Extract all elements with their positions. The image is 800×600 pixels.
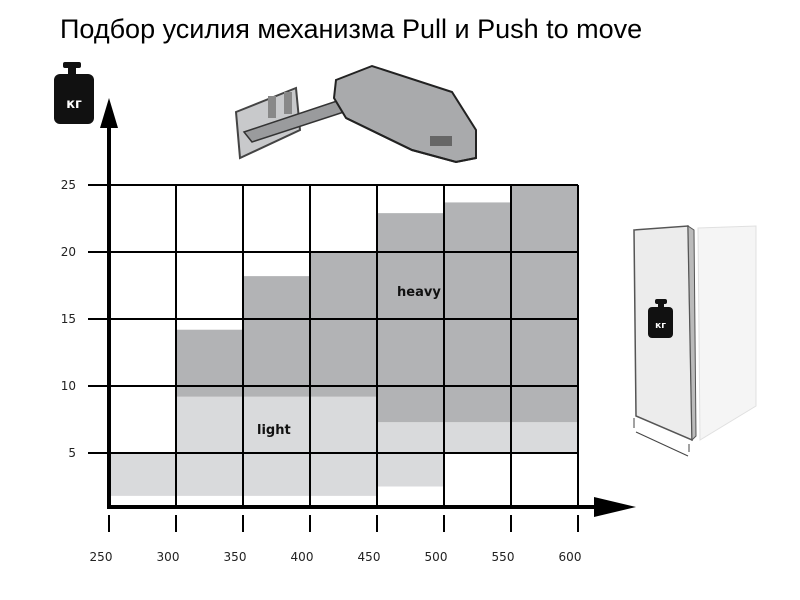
x-tick-label: 450 xyxy=(358,550,381,564)
x-tick-label: 600 xyxy=(559,550,582,564)
y-tick-label: 15 xyxy=(61,312,76,326)
x-tick-label: 400 xyxy=(291,550,314,564)
page-title: Подбор усилия механизма Pull и Push to m… xyxy=(60,14,643,44)
bar-heavy-550-600 xyxy=(511,185,578,423)
y-tick-label: 5 xyxy=(68,446,76,460)
bar-light-550-600 xyxy=(511,422,578,453)
series-label-heavy: heavy xyxy=(397,285,441,300)
bar-heavy-350-400 xyxy=(243,276,310,397)
y-tick-label: 20 xyxy=(61,245,76,259)
x-tick-label: 250 xyxy=(90,550,113,564)
bar-heavy-500-550 xyxy=(444,202,511,423)
x-tick-label: 350 xyxy=(224,550,247,564)
bar-light-500-550 xyxy=(444,422,511,453)
bar-heavy-450-500 xyxy=(377,213,444,423)
bar-light-300-350 xyxy=(176,396,243,496)
door-weight-icon-text: кг xyxy=(655,321,666,331)
y-tick-label: 25 xyxy=(61,178,76,192)
bar-light-350-400 xyxy=(243,396,310,496)
bar-light-250-300 xyxy=(109,453,176,496)
y-tick-label: 10 xyxy=(61,379,76,393)
weight-icon: кг xyxy=(54,62,94,124)
pull-push-mechanism-illustration xyxy=(234,64,477,164)
bar-light-400-450 xyxy=(310,396,377,496)
x-tick-label: 300 xyxy=(157,550,180,564)
x-tick-label: 550 xyxy=(492,550,515,564)
door-weight-icon: кг xyxy=(648,299,673,338)
weight-icon-text: кг xyxy=(66,97,82,112)
x-tick-label: 500 xyxy=(425,550,448,564)
y-axis-arrow xyxy=(100,98,118,128)
x-axis-arrow xyxy=(594,497,636,517)
door-illustration: кг xyxy=(633,225,757,457)
series-label-light: light xyxy=(257,423,291,438)
bar-light-450-500 xyxy=(377,422,444,487)
bar-heavy-400-450 xyxy=(310,252,377,397)
